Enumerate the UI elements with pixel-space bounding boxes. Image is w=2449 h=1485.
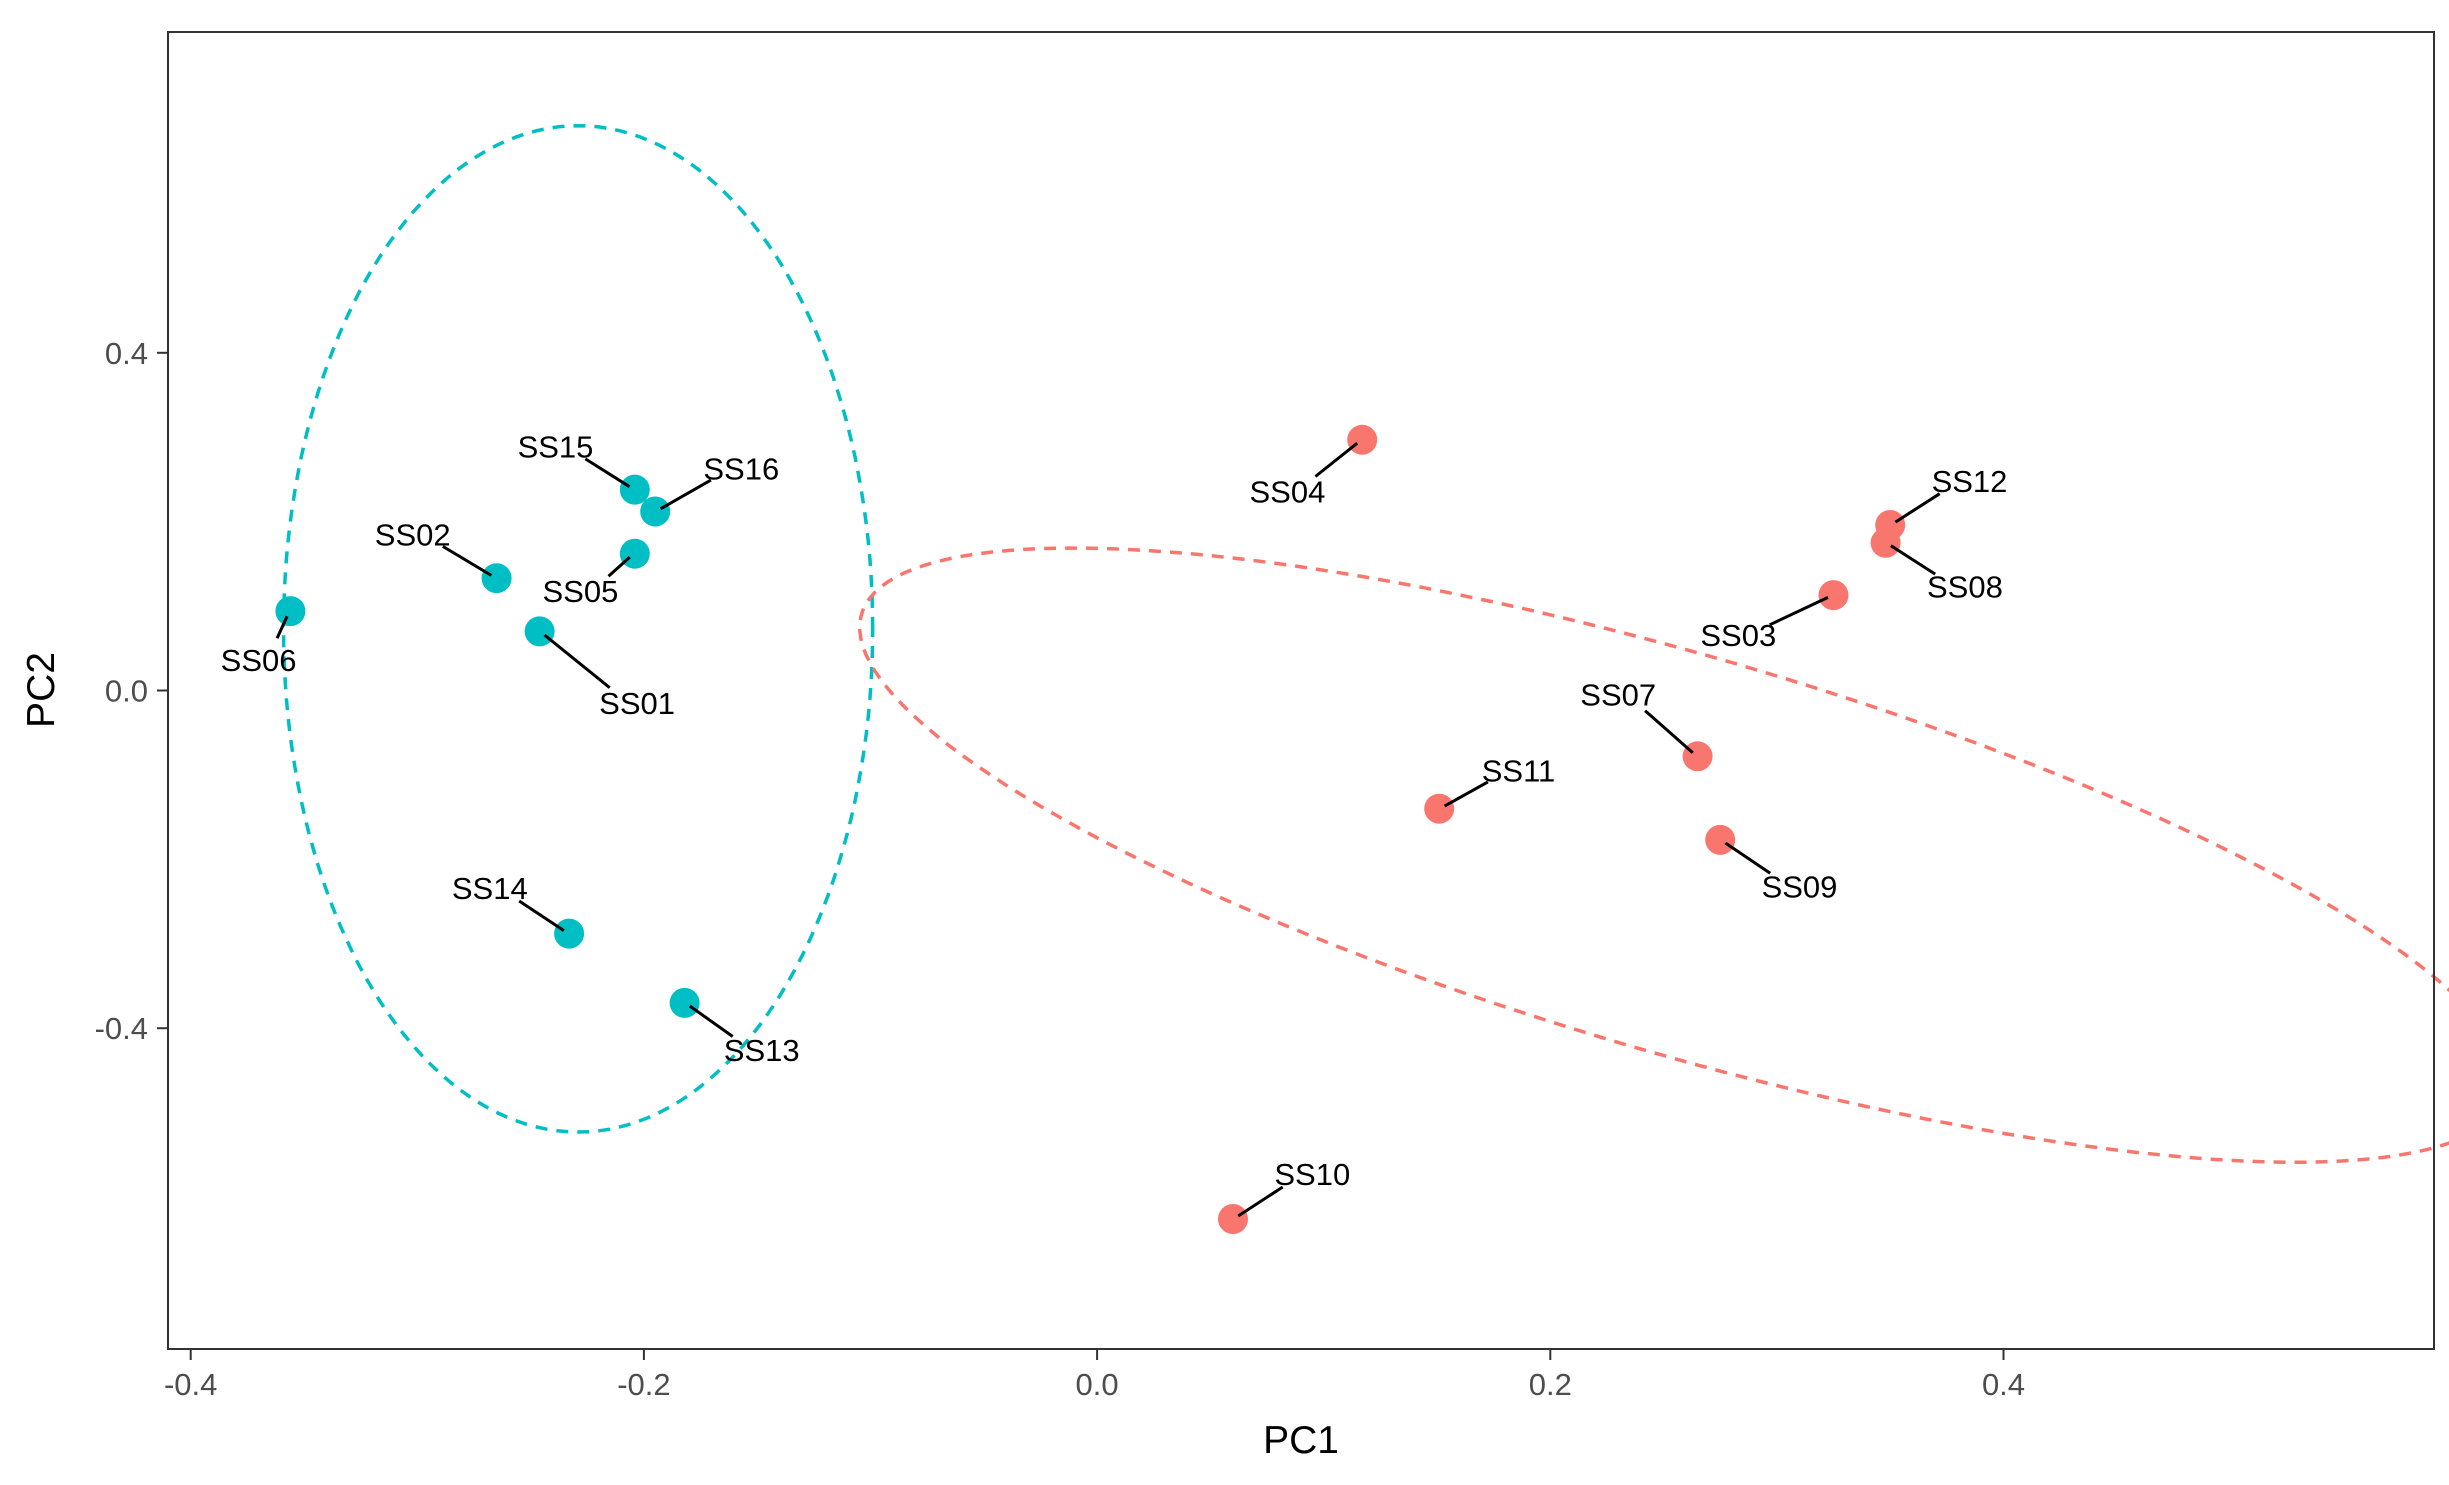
ss14-leader-line — [518, 899, 565, 932]
ss16-label: SS16 — [703, 452, 779, 487]
ss04-leader-line — [1314, 442, 1359, 478]
ss09-label: SS09 — [1762, 869, 1838, 904]
ss14-label: SS14 — [452, 871, 528, 906]
confidence-ellipses — [281, 123, 2449, 1164]
x-tick-label: 0.0 — [1076, 1367, 1119, 1402]
ss14-point — [554, 918, 585, 949]
ss12-leader-line — [1894, 492, 1941, 524]
ss08-leader-line — [1890, 544, 1937, 576]
ss01-label: SS01 — [599, 686, 675, 721]
ss15-label: SS15 — [518, 430, 594, 465]
ss10-label: SS10 — [1274, 1157, 1350, 1192]
ss16-point — [640, 496, 671, 527]
ss11-leader-line — [1443, 780, 1489, 808]
ss04-label: SS04 — [1249, 474, 1325, 509]
ss15-point — [619, 474, 650, 505]
ss05-point — [619, 538, 650, 569]
ss12-label: SS12 — [1932, 464, 2008, 499]
group-teal-ellipse — [281, 123, 875, 1134]
ss03-leader-line — [1769, 596, 1829, 627]
ss02-leader-line — [442, 545, 493, 577]
ss13-label: SS13 — [724, 1033, 800, 1068]
ss06-label: SS06 — [221, 643, 297, 678]
ss09-leader-line — [1724, 841, 1772, 875]
ss04-point — [1347, 424, 1378, 455]
ss07-leader-line — [1644, 709, 1694, 754]
x-axis-title: PC1 — [1263, 1419, 1339, 1462]
ss13-point — [669, 987, 700, 1018]
ss02-point — [481, 563, 512, 594]
ss05-leader-line — [607, 555, 631, 578]
ss03-label: SS03 — [1700, 618, 1776, 653]
x-tick-label: 0.2 — [1529, 1367, 1572, 1402]
ss03-point — [1818, 580, 1849, 611]
y-axis-title: PC2 — [20, 652, 63, 728]
ss08-label: SS08 — [1927, 570, 2003, 605]
ss06-point — [275, 596, 306, 627]
ss15-leader-line — [584, 457, 631, 488]
ss16-leader-line — [659, 478, 712, 511]
ss01-leader-line — [543, 633, 611, 689]
ss02-label: SS02 — [375, 517, 451, 552]
point-labels: SS01 SS02 SS05 SS06 SS13 SS14 SS15 SS16 SS03 SS04… — [221, 430, 2008, 1218]
ss07-label: SS07 — [1580, 678, 1656, 713]
x-tick-label: 0.4 — [1982, 1367, 2025, 1402]
x-tick-label: -0.4 — [164, 1367, 217, 1402]
ss11-label: SS11 — [1482, 754, 1556, 789]
y-tick-label: 0.4 — [105, 336, 148, 371]
ss13-leader-line — [688, 1004, 734, 1038]
ss05-label: SS05 — [542, 574, 618, 609]
y-axis: -0.4 0.0 0.4 — [95, 336, 168, 1046]
x-axis: -0.4 -0.2 0.0 0.2 0.4 — [164, 1349, 2025, 1402]
ss09-point — [1705, 824, 1736, 855]
ss06-leader-line — [275, 615, 289, 639]
y-tick-label: 0.0 — [105, 674, 148, 709]
ss10-point — [1218, 1204, 1248, 1234]
ss10-leader-line — [1237, 1185, 1284, 1218]
ss11-point — [1424, 793, 1455, 824]
ss12-point — [1875, 510, 1906, 540]
x-tick-label: -0.2 — [617, 1367, 670, 1402]
ss01-point — [524, 616, 555, 647]
y-tick-label: -0.4 — [95, 1011, 148, 1046]
